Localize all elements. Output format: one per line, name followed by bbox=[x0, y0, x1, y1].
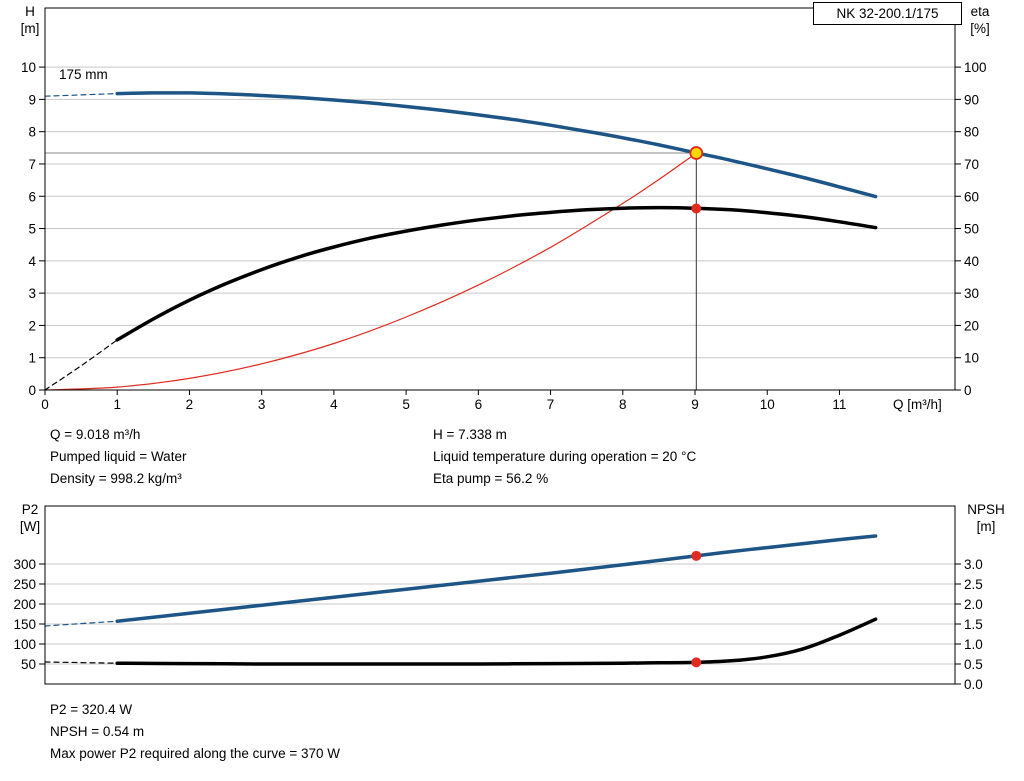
left-tick-label: 200 bbox=[13, 597, 36, 612]
plot-border bbox=[44, 505, 956, 685]
left-tick-label: 5 bbox=[28, 222, 36, 237]
x-tick-label: 6 bbox=[475, 397, 483, 412]
x-tick-label: 7 bbox=[547, 397, 555, 412]
p2-curve-extension bbox=[44, 620, 118, 627]
left-tick-label: 6 bbox=[28, 189, 36, 204]
right-axis-unit: [%] bbox=[970, 21, 990, 36]
right-tick-label: 2.0 bbox=[964, 597, 983, 612]
right-tick-label: 0.0 bbox=[964, 677, 983, 692]
left-tick-label: 250 bbox=[13, 577, 36, 592]
right-axis-title: eta bbox=[971, 4, 990, 19]
info-flow: Q = 9.018 m³/h bbox=[50, 427, 141, 442]
head-curve-extension bbox=[44, 93, 118, 97]
right-tick-label: 2.5 bbox=[964, 577, 983, 592]
left-axis-title: H bbox=[25, 4, 35, 19]
left-axis-unit: [m] bbox=[21, 21, 40, 36]
x-tick-label: 5 bbox=[402, 397, 410, 412]
right-tick-label: 30 bbox=[964, 286, 979, 301]
right-tick-label: 80 bbox=[964, 125, 979, 140]
right-tick-label: 1.0 bbox=[964, 637, 983, 652]
right-tick-label: 50 bbox=[964, 222, 979, 237]
left-tick-label: 50 bbox=[21, 657, 36, 672]
left-tick-label: 4 bbox=[28, 254, 36, 269]
left-tick-label: 2 bbox=[28, 318, 36, 333]
x-tick-label: 2 bbox=[186, 397, 194, 412]
x-tick-label: 3 bbox=[258, 397, 266, 412]
npsh-curve-extension bbox=[44, 661, 118, 664]
left-tick-label: 300 bbox=[13, 557, 36, 572]
x-tick-label: 11 bbox=[832, 397, 846, 412]
left-tick-label: 9 bbox=[28, 92, 36, 107]
left-tick-label: 8 bbox=[28, 125, 36, 140]
x-tick-label: 4 bbox=[330, 397, 338, 412]
x-tick-label: 0 bbox=[41, 397, 49, 412]
left-tick-label: 0 bbox=[28, 383, 36, 398]
left-tick-label: 150 bbox=[13, 617, 36, 632]
right-tick-label: 0 bbox=[964, 383, 972, 398]
npsh-duty-point[interactable] bbox=[691, 657, 702, 668]
head-curve bbox=[115, 91, 878, 199]
eta-curve bbox=[115, 205, 878, 342]
x-tick-label: 1 bbox=[113, 397, 121, 412]
info-liquid-temperature: Liquid temperature during operation = 20… bbox=[433, 449, 697, 464]
right-tick-label: 0.5 bbox=[964, 657, 983, 672]
x-tick-label: 10 bbox=[760, 397, 775, 412]
plot-border bbox=[44, 7, 956, 391]
left-tick-label: 100 bbox=[13, 637, 36, 652]
right-tick-label: 70 bbox=[964, 157, 979, 172]
eta-duty-point[interactable] bbox=[691, 203, 702, 214]
right-tick-label: 90 bbox=[964, 92, 979, 107]
p2-duty-point[interactable] bbox=[691, 550, 702, 561]
info-pumped-liquid: Pumped liquid = Water bbox=[50, 449, 187, 464]
impeller-diameter-label: 175 mm bbox=[59, 67, 108, 82]
x-tick-label: 8 bbox=[619, 397, 627, 412]
footer-max-power: Max power P2 required along the curve = … bbox=[50, 746, 341, 761]
right-tick-label: 10 bbox=[964, 351, 979, 366]
right-tick-label: 20 bbox=[964, 318, 979, 333]
right-tick-label: 3.0 bbox=[964, 557, 983, 572]
right-tick-label: 100 bbox=[964, 60, 987, 75]
power-npsh-panel: P2 = 320.4 W NPSH = 0.54 m Max power P2 … bbox=[50, 699, 340, 765]
x-axis-label: Q [m³/h] bbox=[893, 397, 942, 412]
info-head: H = 7.338 m bbox=[433, 427, 507, 442]
left-tick-label: 1 bbox=[28, 351, 36, 366]
left-axis-unit: [W] bbox=[20, 519, 40, 534]
right-tick-label: 1.5 bbox=[964, 617, 983, 632]
info-eta-pump: Eta pump = 56.2 % bbox=[433, 471, 549, 486]
pump-model-badge: NK 32-200.1/175 bbox=[813, 2, 962, 25]
left-tick-label: 10 bbox=[21, 60, 36, 75]
left-tick-label: 3 bbox=[28, 286, 36, 301]
system-curve bbox=[44, 152, 697, 391]
p2-curve bbox=[115, 534, 878, 623]
left-axis-title: P2 bbox=[22, 502, 39, 517]
x-tick-label: 9 bbox=[691, 397, 699, 412]
eta-curve-extension bbox=[44, 339, 118, 391]
npsh-curve bbox=[115, 617, 878, 666]
right-tick-label: 40 bbox=[964, 254, 979, 269]
right-axis-title: NPSH bbox=[967, 502, 1005, 517]
right-tick-label: 60 bbox=[964, 189, 979, 204]
footer-p2-value: P2 = 320.4 W bbox=[50, 702, 133, 717]
duty-point[interactable] bbox=[689, 146, 704, 160]
p2-npsh-chart: 50 100 150 200 250 300 0.0 0.5 1.0 1.5 2.0 2.5 3.0 P2… bbox=[13, 502, 1005, 692]
footer-npsh-value: NPSH = 0.54 m bbox=[50, 724, 145, 739]
info-density: Density = 998.2 kg/m³ bbox=[50, 471, 182, 486]
right-axis-unit: [m] bbox=[977, 519, 996, 534]
left-tick-label: 7 bbox=[28, 157, 36, 172]
